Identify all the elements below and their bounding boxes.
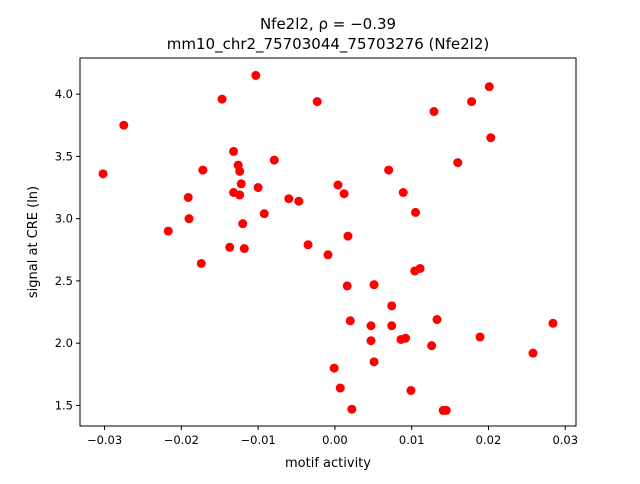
data-point: [384, 165, 394, 175]
data-point: [238, 219, 248, 229]
data-point: [528, 348, 538, 358]
data-point: [475, 332, 485, 342]
data-point: [196, 258, 206, 268]
chart-title: Nfe2l2, ρ = −0.39: [260, 15, 396, 33]
data-point: [312, 97, 322, 107]
data-point: [294, 196, 304, 206]
data-point: [239, 244, 249, 254]
data-point: [163, 226, 173, 236]
y-tick-label: 4.0: [55, 87, 73, 101]
data-point: [236, 179, 246, 189]
data-point: [427, 341, 437, 351]
data-point: [259, 209, 269, 219]
data-point: [98, 169, 108, 179]
x-tick-label: −0.01: [241, 433, 276, 447]
chart-subtitle: mm10_chr2_75703044_75703276 (Nfe2l2): [167, 35, 489, 54]
y-tick-label: 2.0: [55, 336, 73, 350]
data-point: [184, 214, 194, 224]
data-point: [335, 383, 345, 393]
y-axis: 1.5 2.0 2.5 3.0 3.5 4.0: [55, 87, 80, 412]
data-point: [387, 301, 397, 311]
x-tick-label: 0.01: [399, 433, 425, 447]
data-point: [253, 183, 263, 193]
data-point: [548, 318, 558, 328]
data-point: [398, 187, 408, 197]
data-point: [229, 146, 239, 156]
x-axis: −0.03 −0.02 −0.01 0.00 0.01 0.02 0.03: [87, 426, 578, 447]
data-point: [347, 404, 357, 414]
data-point: [366, 321, 376, 331]
data-point: [345, 316, 355, 326]
x-tick-label: 0.03: [552, 433, 578, 447]
data-point: [235, 190, 245, 200]
data-point: [387, 321, 397, 331]
data-point: [269, 155, 279, 165]
data-point: [323, 250, 333, 260]
data-point: [198, 165, 208, 175]
x-tick-label: 0.02: [476, 433, 502, 447]
data-point: [406, 386, 416, 396]
data-point: [429, 107, 439, 117]
data-point: [119, 120, 129, 130]
data-point: [342, 281, 352, 291]
x-tick-label: −0.02: [164, 433, 199, 447]
x-axis-label: motif activity: [285, 456, 371, 471]
data-point: [411, 207, 421, 217]
plot-frame: [79, 57, 577, 427]
y-tick-label: 1.5: [55, 398, 73, 412]
data-point: [366, 336, 376, 346]
data-point: [484, 82, 494, 92]
data-point: [432, 315, 442, 325]
data-point: [369, 280, 379, 290]
data-point: [329, 363, 339, 373]
data-point: [401, 333, 411, 343]
data-point: [415, 263, 425, 273]
data-point: [235, 166, 245, 176]
data-point: [339, 189, 349, 199]
y-tick-label: 2.5: [55, 274, 73, 288]
data-point: [441, 405, 451, 415]
y-tick-label: 3.5: [55, 149, 73, 163]
data-point: [284, 194, 294, 204]
data-point: [486, 133, 496, 143]
data-points: [98, 70, 558, 415]
data-point: [225, 242, 235, 252]
data-point: [333, 180, 343, 190]
x-tick-label: 0.00: [322, 433, 348, 447]
y-axis-label: signal at CRE (ln): [26, 186, 41, 298]
x-tick-label: −0.03: [87, 433, 122, 447]
data-point: [343, 231, 353, 241]
y-tick-label: 3.0: [55, 212, 73, 226]
data-point: [303, 240, 313, 250]
data-point: [217, 94, 227, 104]
data-point: [453, 158, 463, 168]
data-point: [369, 357, 379, 367]
data-point: [251, 70, 261, 80]
data-point: [467, 97, 477, 107]
data-point: [183, 192, 193, 202]
